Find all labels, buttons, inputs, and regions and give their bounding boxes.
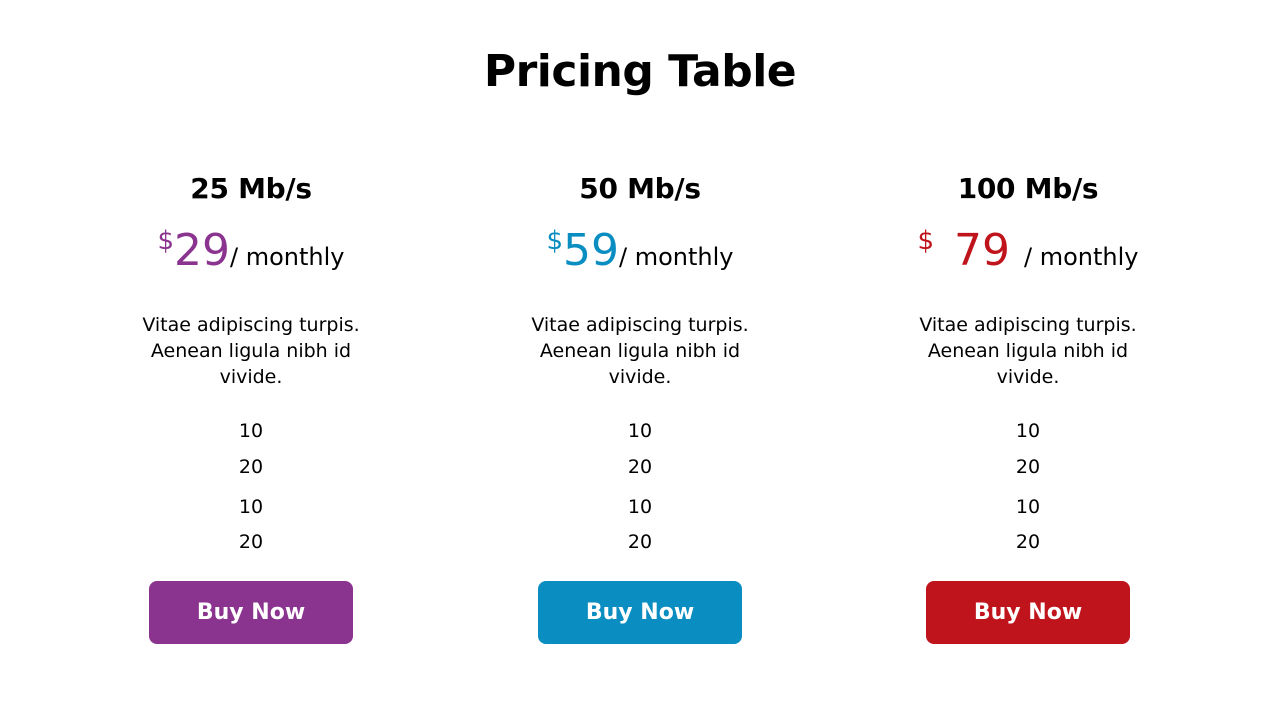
plan-description: Vitae adipiscing turpis. Aenean ligula n… [142, 314, 360, 388]
feature-item: 20 [627, 531, 653, 553]
feature-item: 10 [627, 420, 653, 442]
price-row: $ 29 / monthly [101, 226, 401, 282]
feature-list: 10 20 10 20 [878, 419, 1178, 554]
buy-now-button[interactable]: Buy Now [926, 581, 1130, 644]
price-period: / monthly [619, 243, 734, 271]
plan-card-100mbps: 100 Mb/s $ 79 / monthly Vitae adipiscing… [878, 168, 1178, 644]
feature-item: 20 [238, 456, 264, 478]
plan-speed: 100 Mb/s [957, 172, 1099, 205]
page-title: Pricing Table [483, 46, 797, 97]
price-period: / monthly [1024, 243, 1139, 271]
feature-item: 10 [627, 496, 653, 518]
feature-item: 20 [627, 456, 653, 478]
plan-card-50mbps: 50 Mb/s $ 59 / monthly Vitae adipiscing … [490, 168, 790, 644]
price-period: / monthly [230, 243, 345, 271]
feature-item: 10 [1015, 496, 1041, 518]
price-currency: $ [546, 226, 564, 256]
feature-item: 10 [238, 420, 264, 442]
price-amount: 29 [174, 225, 231, 276]
plan-card-25mbps: 25 Mb/s $ 29 / monthly Vitae adipiscing … [101, 168, 401, 644]
price-amount: 79 [954, 225, 1011, 276]
feature-item: 20 [1015, 531, 1041, 553]
feature-list: 10 20 10 20 [101, 419, 401, 554]
plan-speed: 50 Mb/s [579, 172, 701, 205]
price-currency: $ [157, 226, 175, 256]
price-row: $ 59 / monthly [490, 226, 790, 282]
plan-speed: 25 Mb/s [190, 172, 312, 205]
buy-now-button[interactable]: Buy Now [149, 581, 353, 644]
feature-item: 10 [238, 496, 264, 518]
feature-item: 10 [1015, 420, 1041, 442]
feature-list: 10 20 10 20 [490, 419, 790, 554]
price-amount: 59 [563, 225, 620, 276]
feature-item: 20 [238, 531, 264, 553]
buy-now-button[interactable]: Buy Now [538, 581, 742, 644]
price-currency: $ [917, 226, 935, 256]
plan-description: Vitae adipiscing turpis. Aenean ligula n… [919, 314, 1137, 388]
plan-description: Vitae adipiscing turpis. Aenean ligula n… [531, 314, 749, 388]
feature-item: 20 [1015, 456, 1041, 478]
price-row: $ 79 / monthly [878, 226, 1178, 282]
